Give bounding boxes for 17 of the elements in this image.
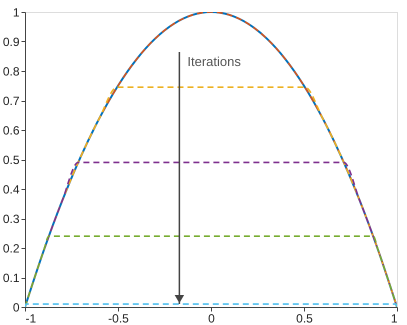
y-tick-label: 0 <box>12 300 20 314</box>
y-tick-label: 0.1 <box>2 271 20 285</box>
x-tick-label: -0.5 <box>108 312 130 325</box>
y-tick-label: 0.4 <box>2 182 20 196</box>
y-tick-label: 0.8 <box>2 64 20 78</box>
y-tick-label: 0.6 <box>2 124 20 138</box>
y-tick-label: 0.3 <box>2 212 20 226</box>
y-tick-label: 1 <box>12 6 20 20</box>
annotation: Iterations <box>187 54 242 69</box>
x-tick-label: -1 <box>26 312 36 325</box>
x-tick-label: 0.5 <box>296 312 314 325</box>
y-tick-label: 0.2 <box>2 242 20 256</box>
y-tick-label: 0.5 <box>2 153 20 167</box>
x-tick-label: 1 <box>390 312 398 325</box>
x-tick-label: 0 <box>208 312 216 325</box>
y-tick-label: 0.7 <box>2 94 20 108</box>
y-tick-label: 0.9 <box>2 35 20 49</box>
